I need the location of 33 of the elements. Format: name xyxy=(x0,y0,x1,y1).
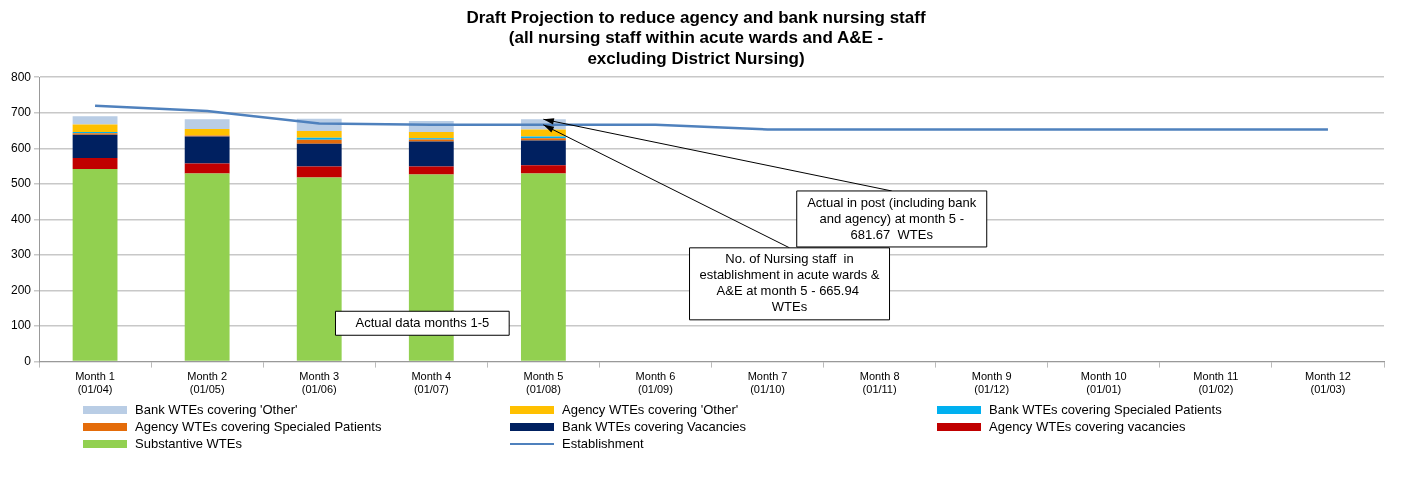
legend-label: Bank WTEs covering 'Other' xyxy=(135,402,298,417)
x-tick-label: Month 9 (01/12) xyxy=(971,370,1012,396)
legend-label: Bank WTEs covering Specialed Patients xyxy=(989,402,1222,417)
legend-label: Agency WTEs covering 'Other' xyxy=(562,402,739,417)
annotation: Actual data months 1-5 xyxy=(355,314,490,330)
x-tick-label: Month 12 (01/03) xyxy=(1305,370,1351,396)
legend-label: Agency WTEs covering Specialed Patients xyxy=(135,419,382,434)
legend-label: Bank WTEs covering Vacancies xyxy=(562,419,746,434)
y-tick-label: 500 xyxy=(10,176,32,191)
legend-label: Agency WTEs covering vacancies xyxy=(989,419,1186,434)
x-tick-label: Month 3 (01/06) xyxy=(299,370,340,396)
y-tick-label: 400 xyxy=(10,211,32,226)
y-tick-label: 700 xyxy=(10,105,32,120)
x-tick-label: Month 10 (01/01) xyxy=(1080,370,1127,396)
x-tick-label: Month 6 (01/09) xyxy=(635,370,676,396)
x-tick-label: Month 7 (01/10) xyxy=(747,370,788,396)
chart-title: Draft Projection to reduce agency and bank nursing staff (all nursing staff within acute wards and A&E - excluding District Nursing) xyxy=(466,7,926,68)
y-tick-label: 100 xyxy=(10,318,32,333)
x-tick-label: Month 4 (01/07) xyxy=(411,370,452,396)
legend-label: Substantive WTEs xyxy=(135,436,242,451)
annotation: No. of Nursing staff in establishment in acute wards & A&E at month 5 - 665.94 WTEs xyxy=(699,251,880,315)
x-tick-label: Month 1 (01/04) xyxy=(75,370,115,396)
legend-label: Establishment xyxy=(562,436,644,451)
y-tick-label: 800 xyxy=(10,69,32,84)
y-tick-label: 300 xyxy=(10,247,32,262)
annotation: Actual in post (including bank and agency) at month 5 - 681.67 WTEs xyxy=(807,194,977,242)
x-tick-label: Month 11 (01/02) xyxy=(1193,370,1239,396)
y-tick-label: 200 xyxy=(10,282,32,297)
y-tick-label: 600 xyxy=(10,140,32,155)
x-tick-label: Month 8 (01/11) xyxy=(859,370,900,396)
x-tick-label: Month 2 (01/05) xyxy=(187,370,228,396)
y-tick-label: 0 xyxy=(24,353,32,368)
x-tick-label: Month 5 (01/08) xyxy=(523,370,564,396)
